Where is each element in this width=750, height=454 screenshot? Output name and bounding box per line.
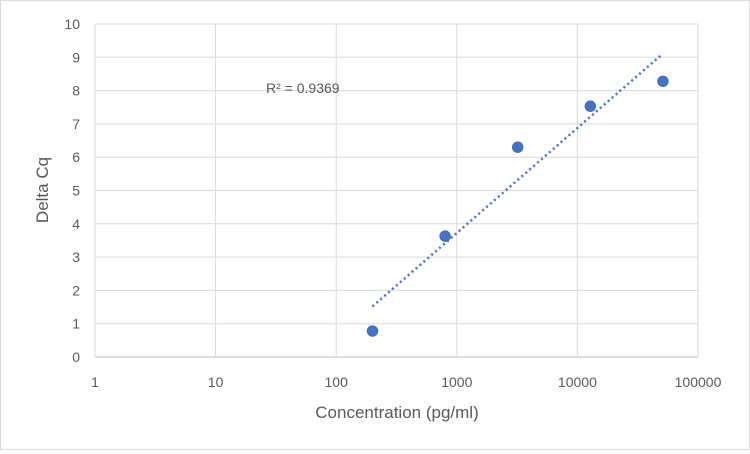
x-tick-label: 1000 — [441, 374, 472, 390]
x-tick-label: 100 — [325, 374, 349, 390]
y-tick-label: 8 — [72, 83, 80, 99]
y-tick-label: 1 — [72, 316, 80, 332]
grid-layer — [94, 23, 699, 358]
x-axis-title: Concentration (pg/ml) — [315, 403, 478, 422]
data-point — [584, 100, 597, 112]
y-tick-label: 6 — [72, 149, 80, 165]
x-tick-label: 1 — [91, 374, 99, 390]
trendline — [371, 53, 663, 308]
y-tick-label: 9 — [72, 49, 80, 65]
y-axis-title: Delta Cq — [33, 157, 52, 223]
y-tick-label: 5 — [72, 183, 80, 199]
y-tick-label: 7 — [72, 116, 80, 132]
y-tick-label: 4 — [72, 216, 80, 232]
x-tick-label: 100000 — [675, 374, 722, 390]
x-tick-label: 10000 — [558, 374, 597, 390]
trendline-layer — [371, 53, 663, 308]
data-point — [366, 325, 379, 337]
y-tick-label: 0 — [72, 349, 80, 365]
data-point — [512, 141, 524, 153]
data-point — [657, 75, 669, 87]
data-point — [439, 230, 451, 242]
y-tick-label: 10 — [64, 16, 80, 32]
y-tick-label: 3 — [72, 249, 80, 265]
data-points-layer — [366, 75, 669, 337]
x-tick-label: 10 — [208, 374, 224, 390]
r-squared-annotation: R² = 0.9369 — [266, 80, 340, 96]
y-tick-label: 2 — [72, 282, 80, 298]
